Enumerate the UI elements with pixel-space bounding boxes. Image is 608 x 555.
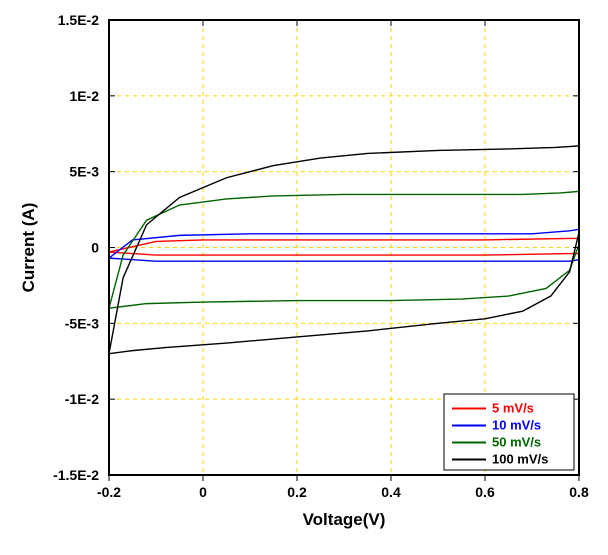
series-2: [109, 191, 579, 308]
y-axis-title: Current (A): [19, 203, 38, 293]
y-tick-label: 0: [91, 240, 99, 256]
y-tick-label: -1.5E-2: [53, 467, 99, 483]
legend-label: 100 mV/s: [492, 452, 548, 467]
legend-label: 10 mV/s: [492, 418, 541, 433]
y-tick-label: 1E-2: [69, 88, 99, 104]
chart-svg: -0.2 0 0.2 0.4 0.6 0.8 -1.5E-2 -1E-2 -5E-3 0 5E-3 1…: [4, 0, 604, 545]
cv-chart: -0.2 0 0.2 0.4 0.6 0.8 -1.5E-2 -1E-2 -5E-3 0 5E-3 1…: [4, 0, 604, 545]
series-1: [109, 229, 579, 261]
x-tick-label: 0.8: [569, 484, 589, 500]
y-tick-label: -5E-3: [65, 315, 99, 331]
series-0: [109, 238, 579, 255]
legend-label: 5 mV/s: [492, 401, 534, 416]
x-tick-label: 0: [199, 484, 207, 500]
series-3: [109, 146, 579, 354]
y-tick-label: -1E-2: [65, 391, 99, 407]
x-tick-label: -0.2: [97, 484, 121, 500]
x-tick-label: 0.2: [287, 484, 307, 500]
y-tick-label: 5E-3: [69, 164, 99, 180]
x-tick-label: 0.4: [381, 484, 401, 500]
x-tick-label: 0.6: [475, 484, 495, 500]
x-axis-title: Voltage(V): [303, 510, 386, 529]
legend-label: 50 mV/s: [492, 435, 541, 450]
y-tick-label: 1.5E-2: [58, 12, 99, 28]
